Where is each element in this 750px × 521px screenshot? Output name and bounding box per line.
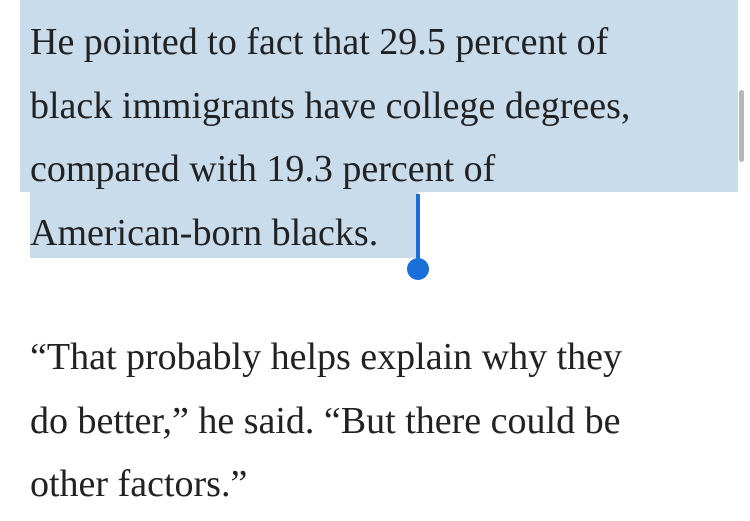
selection-highlight [20, 0, 738, 192]
text-line: compared with 19.3 percent of [30, 148, 496, 190]
selection-handle[interactable] [407, 258, 429, 280]
text-line: He pointed to fact that 29.5 percent of [30, 21, 609, 63]
text-line: other factors.” [30, 463, 248, 505]
text-line: black immigrants have college degrees, [30, 84, 631, 127]
text-line: “That probably helps explain why they [30, 336, 623, 378]
text-line: American-born blacks. [30, 211, 379, 254]
scrollbar [739, 90, 744, 162]
selection-highlight [30, 192, 418, 258]
text-line: do better,” he said. “But there could be [30, 399, 621, 442]
selection-caret[interactable] [416, 194, 420, 264]
